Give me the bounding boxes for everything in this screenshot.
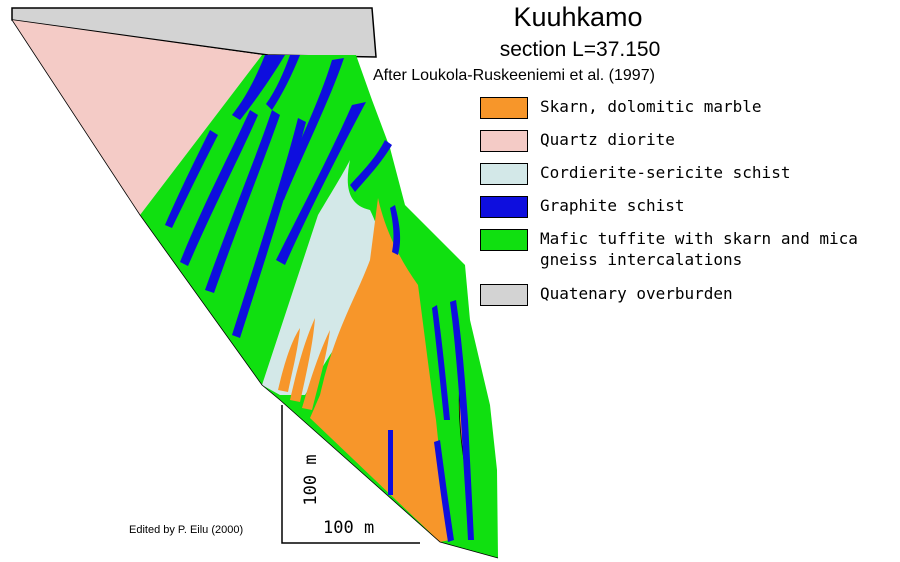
scale-bar — [281, 405, 420, 544]
graphite-band — [450, 300, 474, 540]
graphite-band — [180, 110, 258, 266]
skarn-lens — [302, 330, 330, 410]
graphite-band — [434, 440, 454, 542]
legend-label-graphite-schist: Graphite schist — [540, 196, 685, 215]
map-title: Kuuhkamo — [513, 2, 643, 32]
graphite-band — [205, 110, 280, 293]
legend-swatch-skarn — [480, 97, 528, 119]
unit-quartz-diorite — [12, 20, 262, 215]
legend-item-graphite-schist: Graphite schist — [480, 194, 900, 227]
graphite-band — [390, 205, 401, 255]
legend-swatch-mafic-tuffite — [480, 229, 528, 251]
legend-label-cordierite-sericite-schist: Cordierite-sericite schist — [540, 163, 791, 182]
graphite-schist-bands — [165, 55, 474, 542]
graphite-band — [432, 305, 450, 420]
legend-item-mafic-tuffite: Mafic tuffite with skarn and mica gneiss… — [480, 227, 900, 282]
edited-credit: Edited by P. Eilu (2000) — [129, 524, 244, 536]
legend-item-quaternary-overburden: Quatenary overburden — [480, 282, 900, 315]
skarn-lens — [278, 328, 300, 392]
legend-item-skarn: Skarn, dolomitic marble — [480, 95, 900, 128]
legend-label-mafic-tuffite: Mafic tuffite with skarn and mica gneiss… — [540, 228, 858, 270]
legend-label-quartz-diorite: Quartz diorite — [540, 130, 675, 149]
legend-label-quaternary-overburden: Quatenary overburden — [540, 284, 733, 303]
graphite-band — [276, 58, 344, 200]
graphite-band — [388, 430, 393, 495]
legend-item-cordierite-sericite-schist: Cordierite-sericite schist — [480, 161, 900, 194]
legend-label-mafic-tuffite-line2: gneiss intercalations — [540, 250, 743, 269]
section-outline — [11, 19, 499, 559]
legend-swatch-graphite-schist — [480, 196, 528, 218]
legend-swatch-cordierite-sericite-schist — [480, 163, 528, 185]
source-credit: After Loukola-Ruskeeniemi et al. (1997) — [373, 67, 655, 84]
graphite-band — [266, 55, 300, 110]
unit-cordierite-sericite-schist — [262, 160, 392, 395]
legend-swatch-quaternary-overburden — [480, 284, 528, 306]
legend-swatch-quartz-diorite — [480, 130, 528, 152]
unit-skarn-dolomitic-marble — [310, 198, 450, 542]
graphite-band — [165, 130, 218, 228]
graphite-band — [276, 102, 366, 265]
legend-label-mafic-tuffite-line1: Mafic tuffite with skarn and mica — [540, 229, 858, 248]
legend-item-quartz-diorite: Quartz diorite — [480, 128, 900, 161]
graphite-band — [350, 140, 392, 192]
graphite-band — [232, 55, 285, 120]
legend: Skarn, dolomitic marble Quartz diorite C… — [480, 95, 900, 315]
skarn-lens — [290, 318, 315, 402]
scale-label-vertical: 100 m — [301, 454, 321, 506]
section-subtitle: section L=37.150 — [499, 38, 661, 61]
scale-label-horizontal: 100 m — [323, 518, 375, 538]
legend-label-skarn: Skarn, dolomitic marble — [540, 97, 762, 116]
